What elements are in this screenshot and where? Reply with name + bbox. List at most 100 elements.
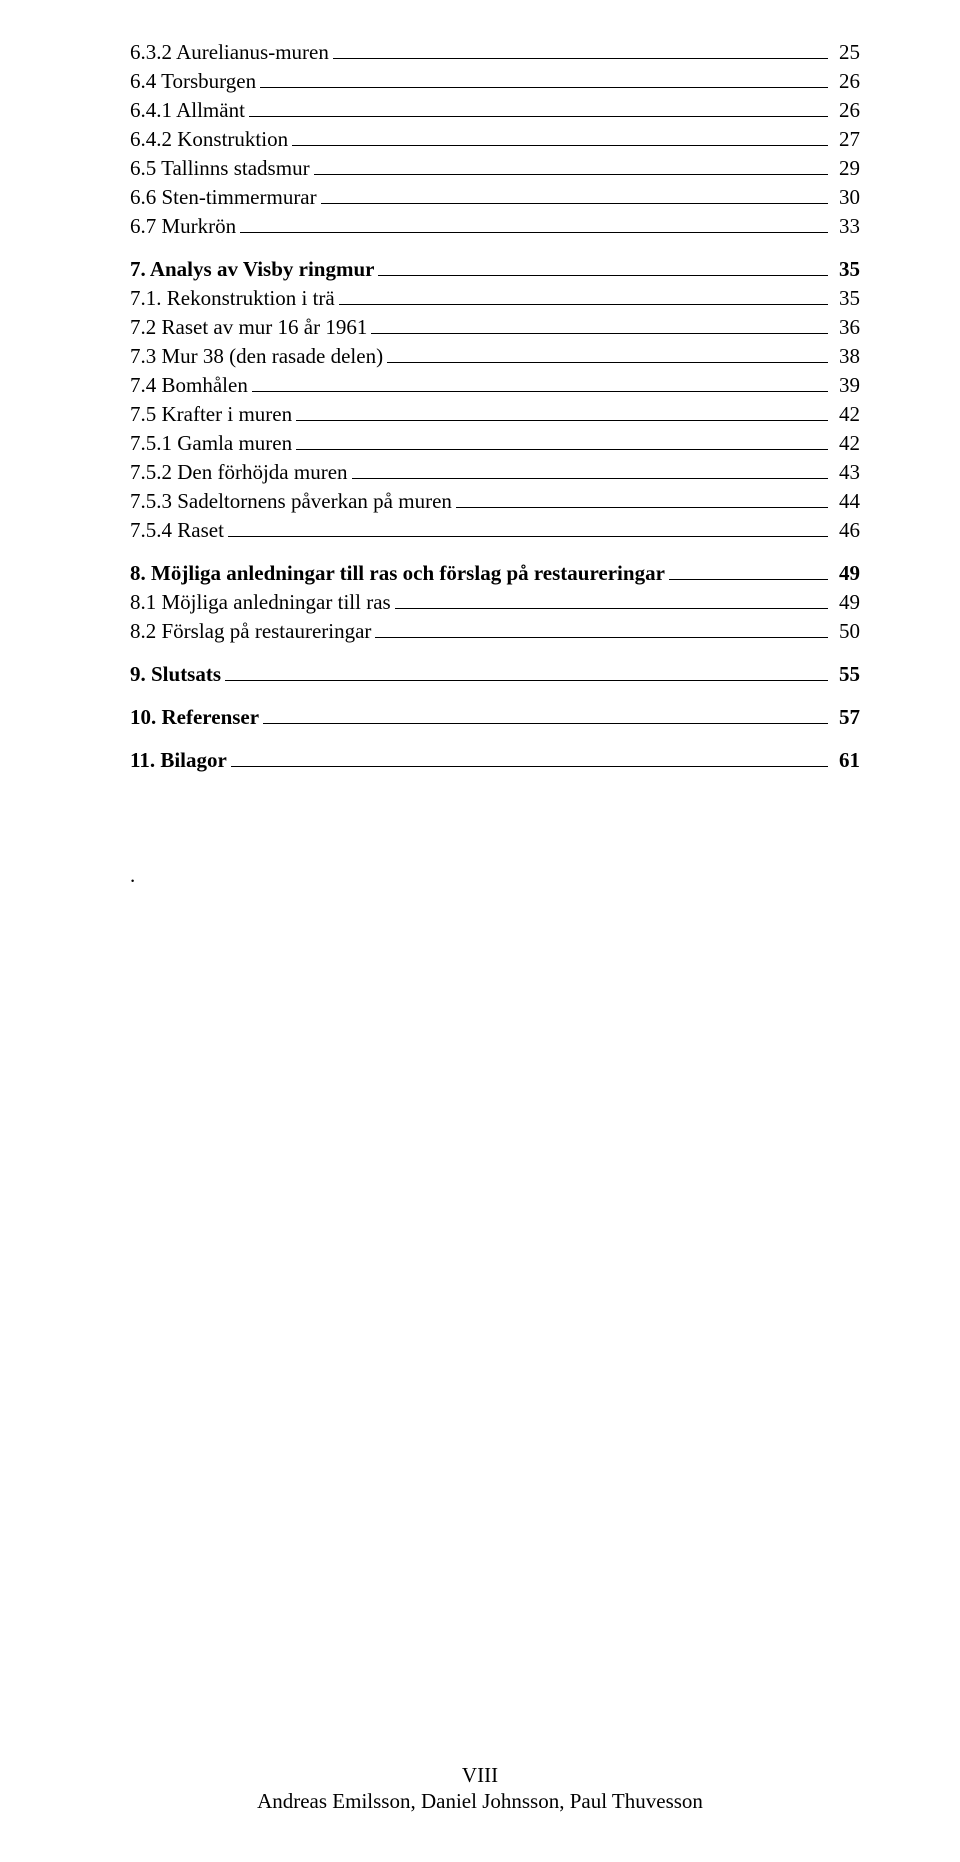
toc-entry-page: 35 bbox=[832, 257, 860, 282]
toc-entry: 7.5.1 Gamla muren 42 bbox=[130, 431, 860, 456]
toc-entry-page: 42 bbox=[832, 402, 860, 427]
toc-entry-page: 35 bbox=[832, 286, 860, 311]
toc-leader bbox=[231, 748, 828, 767]
toc-leader bbox=[314, 156, 828, 175]
toc-entry: 7.5.4 Raset 46 bbox=[130, 518, 860, 543]
toc-entry-page: 46 bbox=[832, 518, 860, 543]
toc-entry-label: 7.1. Rekonstruktion i trä bbox=[130, 286, 335, 311]
toc-entry: 7.3 Mur 38 (den rasade delen) 38 bbox=[130, 344, 860, 369]
toc-entry: 8. Möjliga anledningar till ras och förs… bbox=[130, 561, 860, 586]
toc-entry: 6.3.2 Aurelianus-muren 25 bbox=[130, 40, 860, 65]
toc-entry: 6.6 Sten-timmermurar 30 bbox=[130, 185, 860, 210]
document-page: 6.3.2 Aurelianus-muren 25 6.4 Torsburgen 26… bbox=[0, 0, 960, 1862]
toc-leader bbox=[352, 460, 828, 479]
toc-leader bbox=[378, 257, 828, 276]
toc-entry-page: 30 bbox=[832, 185, 860, 210]
toc-entry-label: 8.1 Möjliga anledningar till ras bbox=[130, 590, 391, 615]
footer-authors: Andreas Emilsson, Daniel Johnsson, Paul … bbox=[0, 1788, 960, 1814]
section-gap bbox=[130, 734, 860, 748]
page-footer: VIII Andreas Emilsson, Daniel Johnsson, … bbox=[0, 1762, 960, 1815]
toc-entry-page: 25 bbox=[832, 40, 860, 65]
toc-leader bbox=[263, 705, 828, 724]
toc-entry: 10. Referenser57 bbox=[130, 705, 860, 730]
toc-entry: 6.5 Tallinns stadsmur 29 bbox=[130, 156, 860, 181]
toc-entry-label: 8. Möjliga anledningar till ras och förs… bbox=[130, 561, 665, 586]
toc-entry-label: 7.3 Mur 38 (den rasade delen) bbox=[130, 344, 383, 369]
toc-entry-page: 57 bbox=[832, 705, 860, 730]
toc-leader bbox=[228, 518, 828, 537]
toc-entry-label: 8.2 Förslag på restaureringar bbox=[130, 619, 371, 644]
toc-entry: 7.5.2 Den förhöjda muren 43 bbox=[130, 460, 860, 485]
toc-entry-page: 33 bbox=[832, 214, 860, 239]
trailing-period: . bbox=[130, 863, 860, 888]
toc-leader bbox=[249, 98, 828, 117]
toc-leader bbox=[669, 561, 828, 580]
toc-entry: 8.2 Förslag på restaureringar 50 bbox=[130, 619, 860, 644]
section-gap bbox=[130, 243, 860, 257]
toc-entry-label: 6.3.2 Aurelianus-muren bbox=[130, 40, 329, 65]
toc-entry-page: 26 bbox=[832, 69, 860, 94]
toc-leader bbox=[387, 344, 828, 363]
toc-entry: 7.5 Krafter i muren 42 bbox=[130, 402, 860, 427]
toc-entry-page: 49 bbox=[832, 561, 860, 586]
toc-entry-label: 7.5.4 Raset bbox=[130, 518, 224, 543]
toc-entry-label: 7.5.2 Den förhöjda muren bbox=[130, 460, 348, 485]
toc-entry: 7.5.3 Sadeltornens påverkan på muren 44 bbox=[130, 489, 860, 514]
toc-leader bbox=[395, 590, 828, 609]
toc-entry-page: 42 bbox=[832, 431, 860, 456]
toc-entry: 7. Analys av Visby ringmur 35 bbox=[130, 257, 860, 282]
toc-entry: 6.7 Murkrön33 bbox=[130, 214, 860, 239]
toc-entry-label: 7.5.3 Sadeltornens påverkan på muren bbox=[130, 489, 452, 514]
toc-entry-label: 7. Analys av Visby ringmur bbox=[130, 257, 374, 282]
toc-entry-label: 6.4.2 Konstruktion bbox=[130, 127, 288, 152]
toc-leader bbox=[292, 127, 828, 146]
toc-leader bbox=[456, 489, 828, 508]
toc-entry-page: 29 bbox=[832, 156, 860, 181]
toc-entry-page: 38 bbox=[832, 344, 860, 369]
toc-entry-label: 7.5 Krafter i muren bbox=[130, 402, 292, 427]
toc-entry-page: 49 bbox=[832, 590, 860, 615]
toc-entry: 7.2 Raset av mur 16 år 1961 36 bbox=[130, 315, 860, 340]
toc-entry-page: 27 bbox=[832, 127, 860, 152]
toc-leader bbox=[333, 40, 828, 59]
toc-entry: 6.4.2 Konstruktion 27 bbox=[130, 127, 860, 152]
toc-leader bbox=[296, 402, 828, 421]
toc-entry-label: 6.4 Torsburgen bbox=[130, 69, 256, 94]
toc-entry-label: 7.4 Bomhålen bbox=[130, 373, 248, 398]
toc-entry: 9. Slutsats 55 bbox=[130, 662, 860, 687]
toc-entry: 6.4.1 Allmänt 26 bbox=[130, 98, 860, 123]
table-of-contents: 6.3.2 Aurelianus-muren 25 6.4 Torsburgen 26… bbox=[130, 40, 860, 773]
toc-entry-page: 44 bbox=[832, 489, 860, 514]
toc-entry-label: 11. Bilagor bbox=[130, 748, 227, 773]
toc-entry-page: 39 bbox=[832, 373, 860, 398]
toc-entry-label: 7.2 Raset av mur 16 år 1961 bbox=[130, 315, 367, 340]
section-gap bbox=[130, 691, 860, 705]
toc-leader bbox=[371, 315, 828, 334]
toc-entry-page: 43 bbox=[832, 460, 860, 485]
toc-leader bbox=[321, 185, 828, 204]
toc-entry-page: 36 bbox=[832, 315, 860, 340]
toc-leader bbox=[260, 69, 828, 88]
toc-entry-label: 6.5 Tallinns stadsmur bbox=[130, 156, 310, 181]
toc-leader bbox=[252, 373, 828, 392]
toc-leader bbox=[225, 662, 828, 681]
toc-entry: 6.4 Torsburgen 26 bbox=[130, 69, 860, 94]
page-number: VIII bbox=[0, 1762, 960, 1788]
toc-entry: 11. Bilagor 61 bbox=[130, 748, 860, 773]
section-gap bbox=[130, 648, 860, 662]
toc-entry-label: 9. Slutsats bbox=[130, 662, 221, 687]
toc-entry-label: 6.6 Sten-timmermurar bbox=[130, 185, 317, 210]
toc-entry-page: 50 bbox=[832, 619, 860, 644]
toc-leader bbox=[339, 286, 828, 305]
toc-entry-page: 61 bbox=[832, 748, 860, 773]
toc-leader bbox=[240, 214, 828, 233]
toc-entry-label: 7.5.1 Gamla muren bbox=[130, 431, 292, 456]
toc-leader bbox=[375, 619, 828, 638]
toc-entry-label: 6.4.1 Allmänt bbox=[130, 98, 245, 123]
toc-entry: 7.4 Bomhålen 39 bbox=[130, 373, 860, 398]
toc-leader bbox=[296, 431, 828, 450]
toc-entry: 7.1. Rekonstruktion i trä 35 bbox=[130, 286, 860, 311]
toc-entry-page: 26 bbox=[832, 98, 860, 123]
toc-entry-page: 55 bbox=[832, 662, 860, 687]
section-gap bbox=[130, 547, 860, 561]
